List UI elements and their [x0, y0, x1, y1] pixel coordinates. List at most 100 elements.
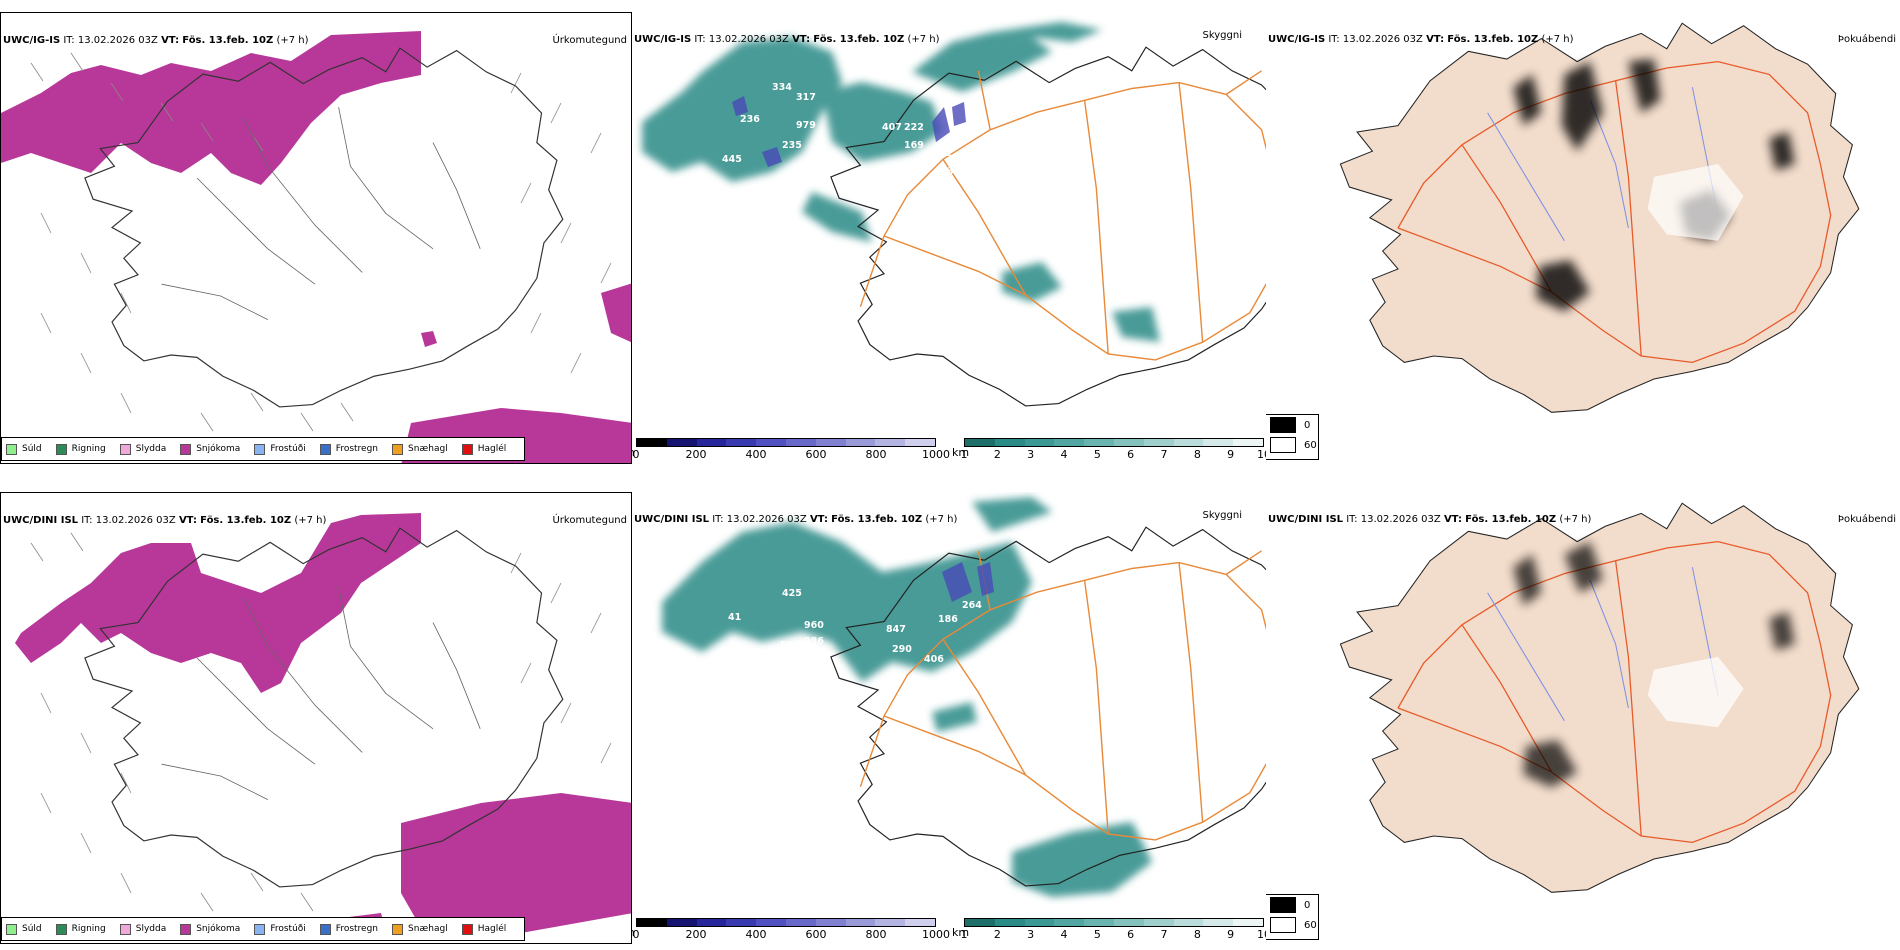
- colorbar-unit: km: [952, 926, 970, 939]
- legend-swatch: [319, 443, 331, 455]
- colorbar-tick: 10: [1257, 928, 1266, 941]
- legend-label: Frostúði: [270, 924, 306, 934]
- ceiling-value-label: 197: [892, 180, 912, 191]
- precip-map-1: [1, 31, 631, 463]
- legend-item: Frostregn: [319, 923, 379, 935]
- colorbar-tick: 1000: [922, 928, 950, 941]
- legend-label: Snæhagl: [408, 924, 448, 934]
- fog-legend: 0 60: [1266, 414, 1319, 460]
- ceiling-value-label: 222: [904, 122, 924, 133]
- ceiling-value-label: 847: [886, 624, 906, 635]
- colorbar-tick: 400: [745, 928, 767, 941]
- colorbar-tick: 8: [1193, 448, 1201, 461]
- colorbar-tick: 4: [1060, 928, 1068, 941]
- colorbar-tick: 0: [632, 928, 640, 941]
- panel-name: Skyggni: [1202, 510, 1242, 521]
- wind-barbs: [30, 532, 612, 912]
- panel-name: Úrkomutegund: [552, 515, 627, 526]
- colorbar-tick: 1: [960, 928, 968, 941]
- colorbar-tick: 7: [1160, 448, 1168, 461]
- panel-name: Úrkomutegund: [552, 35, 627, 46]
- panel-name: Skyggni: [1202, 30, 1242, 41]
- fog-index-dark: [1513, 541, 1795, 788]
- colorbar-tick: 9: [1227, 448, 1235, 461]
- legend-label: Slydda: [135, 924, 167, 934]
- legend-item: Snæhagl: [392, 443, 448, 455]
- ceiling-map-1: 334 317 236 979 235 445 14 407 222 169 581 643 11991…: [642, 22, 1266, 407]
- colorbar-tick: 0: [632, 448, 640, 461]
- colorbar-unit: m: [632, 926, 635, 939]
- ceiling-value-label: 236: [740, 114, 760, 125]
- ceiling-value-label: 41: [728, 612, 741, 623]
- legend-label: Rigning: [71, 924, 106, 934]
- panel-title: UWC/IG-IS IT: 13.02.2026 03Z VT: Fös. 13…: [1268, 34, 1574, 45]
- colorbar-tick: 600: [805, 448, 827, 461]
- colorbar-unit: km: [952, 446, 970, 459]
- colorbar-tick: 7: [1160, 928, 1168, 941]
- legend-swatch: [254, 443, 266, 455]
- ceiling-cloud-patches: [732, 96, 966, 167]
- ceiling-value-label: 186: [938, 614, 958, 625]
- colorbar-tick: 3: [1027, 928, 1035, 941]
- legend-swatch: [119, 923, 131, 935]
- ceiling-value-label: 406: [924, 654, 944, 665]
- ceiling-colorbar: 0 200 400 600 800 1000 m: [632, 918, 950, 941]
- iceland-outline-1: [84, 47, 564, 408]
- colorbar-unit: m: [632, 446, 635, 459]
- colorbar-tick: 5: [1093, 448, 1101, 461]
- legend-swatch: [461, 443, 473, 455]
- colorbar-tick: 8: [1193, 928, 1201, 941]
- legend-label: Snjókoma: [196, 924, 241, 934]
- ceiling-value-label: 588: [780, 640, 800, 651]
- colorbar-tick: 800: [865, 448, 887, 461]
- ceiling-value-label: 14: [812, 164, 826, 175]
- ceiling-value-label: 407: [882, 122, 902, 133]
- ceiling-value-label: 445: [722, 154, 742, 165]
- iceland-outline-3: [84, 527, 564, 888]
- legend-item: Súld: [6, 443, 42, 455]
- precip-type-panel-2: UWC/DINI ISL IT: 13.02.2026 03Z VT: Fös.…: [0, 492, 632, 944]
- panel-name: Þokuábendi: [1837, 34, 1896, 45]
- visibility-colorbar: 1 2 3 4 5 6 7 8 9 10 km: [952, 918, 1266, 941]
- visibility-area: [642, 22, 1160, 342]
- fog-map-2: [1339, 502, 1860, 893]
- colorbar-tick: 400: [745, 448, 767, 461]
- legend-swatch: [461, 923, 473, 935]
- ceiling-value-label: 914: [864, 188, 884, 199]
- legend-swatch: [180, 923, 192, 935]
- legend-item: Frostúði: [254, 443, 306, 455]
- precip-legend: Súld Rigning Slydda Snjókoma Frostúði Frostre…: [1, 917, 526, 941]
- legend-swatch: [180, 443, 192, 455]
- ceiling-value-label: 960: [804, 620, 824, 631]
- panel-title: UWC/IG-IS IT: 13.02.2026 03Z VT: Fös. 13…: [634, 34, 940, 45]
- colorbar-tick: 6: [1127, 448, 1135, 461]
- legend-item: Rigning: [55, 443, 106, 455]
- legend-swatch: [55, 923, 67, 935]
- legend-label: Frostregn: [335, 924, 379, 934]
- precip-snow-area: [15, 513, 631, 938]
- legend-swatch: [392, 923, 404, 935]
- ceiling-value-label: 986: [804, 636, 824, 647]
- colorbar-tick: 200: [685, 928, 707, 941]
- ceiling-value-label: 334: [772, 82, 792, 93]
- colorbar-tick: 6: [1127, 928, 1135, 941]
- panel-title: UWC/DINI ISL IT: 13.02.2026 03Z VT: Fös.…: [634, 514, 958, 525]
- ceiling-value-label: 264: [962, 600, 982, 611]
- iceland-outline-2: [830, 46, 1266, 407]
- ceiling-visibility-panel-2: 425 41 960 588 986 640 847 290 186 264 406 UWC/DIN…: [632, 492, 1266, 944]
- ceiling-cloud-patches: [942, 562, 994, 602]
- legend-swatch: [254, 923, 266, 935]
- iceland-outline-4: [830, 526, 1266, 887]
- legend-item: Haglél: [461, 923, 506, 935]
- colorbar-tick: 9: [1227, 928, 1235, 941]
- legend-label: Frostúði: [270, 444, 306, 454]
- legend-swatch: [319, 923, 331, 935]
- legend-item: Snæhagl: [392, 923, 448, 935]
- legend-label: Súld: [22, 444, 42, 454]
- legend-item: Snjókoma: [180, 923, 241, 935]
- fog-map-1: [1339, 22, 1860, 413]
- colorbar-tick: 4: [1060, 448, 1068, 461]
- legend-label: Frostregn: [335, 444, 379, 454]
